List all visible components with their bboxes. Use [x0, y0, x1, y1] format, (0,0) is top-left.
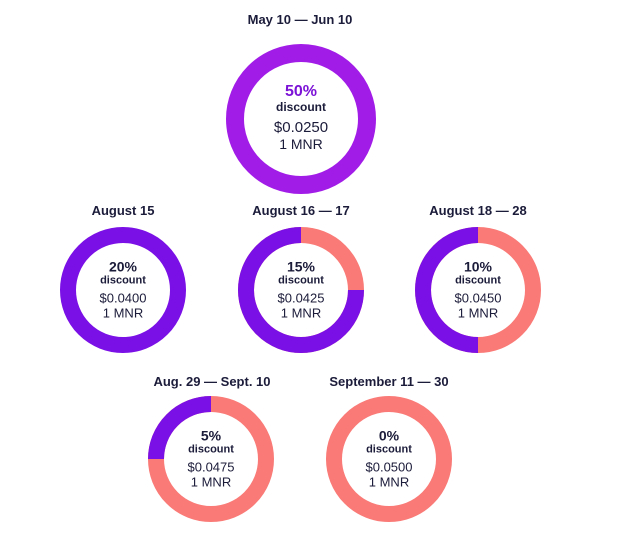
- token-unit: 1 MNR: [102, 305, 144, 321]
- token-price: $0.0250: [273, 119, 329, 137]
- ring-sep11-center: 0% discount $0.0500 1 MNR: [366, 428, 413, 491]
- token-price: $0.0425: [277, 290, 325, 306]
- ring-aug16-center: 15% discount $0.0425 1 MNR: [278, 259, 325, 322]
- ring-may-center: 50% discount $0.0250 1 MNR: [274, 83, 328, 153]
- ring-aug18: [415, 227, 541, 353]
- token-price: $0.0450: [454, 290, 502, 306]
- discount-label: discount: [455, 274, 501, 287]
- token-unit: 1 MNR: [280, 305, 322, 321]
- token-price: $0.0500: [365, 459, 413, 475]
- token-unit: 1 MNR: [368, 474, 410, 490]
- discount-percent: 10%: [463, 258, 493, 275]
- discount-percent: 50%: [284, 83, 318, 101]
- ring-sep11: [326, 396, 452, 522]
- token-price: $0.0400: [99, 290, 147, 306]
- ring-may-band: [226, 44, 376, 194]
- token-price: $0.0475: [187, 459, 235, 475]
- token-unit: 1 MNR: [457, 305, 499, 321]
- ring-aug18-center: 10% discount $0.0450 1 MNR: [455, 259, 502, 322]
- token-unit: 1 MNR: [279, 136, 323, 153]
- ring-aug16-arc: [238, 227, 364, 353]
- period-label-aug29: Aug. 29 — Sept. 10: [153, 374, 271, 389]
- period-label-may: May 10 — Jun 10: [247, 12, 353, 27]
- ring-aug29-center: 5% discount $0.0475 1 MNR: [188, 428, 235, 491]
- period-label-aug15: August 15: [91, 203, 155, 218]
- ring-aug15-center: 20% discount $0.0400 1 MNR: [100, 259, 147, 322]
- period-label-aug18: August 18 — 28: [429, 203, 527, 218]
- period-label-aug16: August 16 — 17: [252, 203, 350, 218]
- discount-label: discount: [366, 443, 412, 456]
- ring-aug15: [60, 227, 186, 353]
- period-label-sep11: September 11 — 30: [329, 374, 449, 389]
- discount-label: discount: [188, 443, 234, 456]
- token-unit: 1 MNR: [190, 474, 232, 490]
- ring-sep11-base: [326, 396, 452, 522]
- discount-percent: 15%: [286, 258, 316, 275]
- ring-aug18-arc: [415, 227, 479, 353]
- discount-percent: 5%: [200, 427, 222, 444]
- ring-aug29-arc: [148, 396, 212, 460]
- ring-may: [226, 44, 376, 194]
- ring-aug15-base: [60, 227, 186, 353]
- discount-label: discount: [100, 274, 146, 287]
- ring-aug29: [148, 396, 274, 522]
- ring-aug16: [238, 227, 364, 353]
- discount-percent: 20%: [108, 258, 138, 275]
- discount-label: discount: [278, 274, 324, 287]
- discount-percent: 0%: [378, 427, 400, 444]
- discount-label: discount: [275, 100, 326, 115]
